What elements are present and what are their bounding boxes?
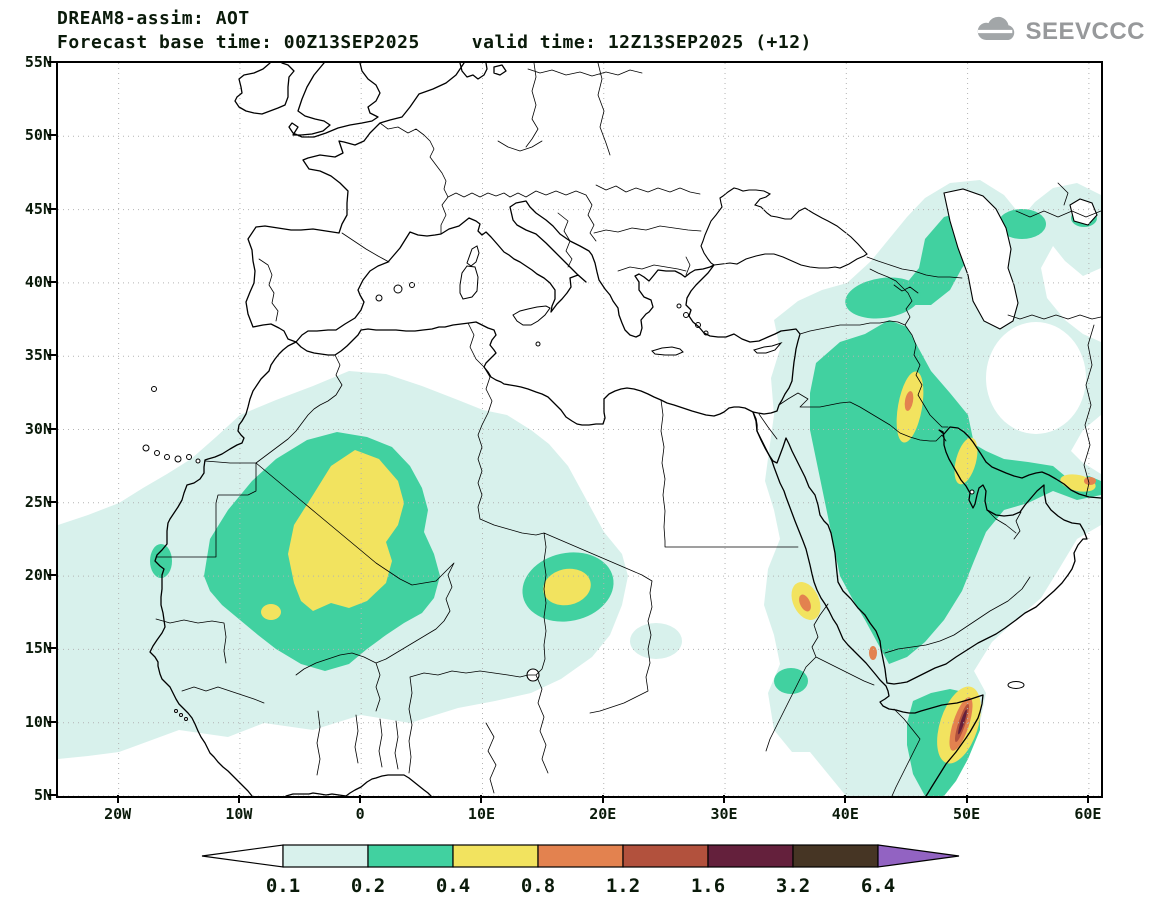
caspian-sea <box>943 188 1019 330</box>
europe-borders <box>258 63 702 322</box>
corsica <box>466 245 480 267</box>
gulf-of-guinea-coast <box>285 774 432 796</box>
forecast-map <box>58 63 1101 796</box>
y-tick <box>48 134 56 137</box>
colorbar-seg-1-6 <box>707 844 794 868</box>
x-axis-label: 20E <box>589 805 617 823</box>
colorbar-label: 0.1 <box>266 875 300 897</box>
map-frame <box>56 61 1103 798</box>
cloud-icon <box>973 15 1019 48</box>
page-title: DREAM8-assim: AOT <box>57 8 250 29</box>
y-axis-label: 30N <box>24 419 52 438</box>
colorbar-seg-0-8 <box>537 844 624 868</box>
x-axis-label: 10W <box>225 805 253 823</box>
colorbar: 0.1 0.2 0.4 0.8 1.2 1.6 3.2 6.4 <box>201 844 960 897</box>
forecast-times: Forecast base time: 00Z13SEP2025 valid ti… <box>57 32 812 53</box>
africa-borders <box>155 322 921 796</box>
grid-lines <box>58 63 1101 796</box>
africa-med-coast <box>295 321 754 426</box>
y-axis-label: 40N <box>24 272 52 291</box>
x-axis-label: 50E <box>953 805 981 823</box>
socotra <box>1007 681 1025 689</box>
y-tick <box>48 720 56 723</box>
y-tick <box>48 354 56 357</box>
ireland-coast <box>234 63 295 115</box>
colorbar-label: 0.4 <box>436 875 470 897</box>
country-borders <box>155 63 1101 796</box>
colorbar-label: 1.2 <box>606 875 640 897</box>
aral-sea <box>1069 198 1098 226</box>
colorbar-label: 3.2 <box>776 875 810 897</box>
x-axis-label: 10E <box>467 805 496 823</box>
colorbar-arrow-above <box>877 844 960 868</box>
aot-clear-hole <box>986 322 1086 434</box>
y-axis-label: 25N <box>24 492 52 511</box>
y-tick <box>48 794 56 796</box>
denmark-coast <box>459 63 507 80</box>
x-axis-label: 20W <box>104 805 132 823</box>
colorbar-seg-3-2 <box>792 844 879 868</box>
header: DREAM8-assim: AOT Forecast base time: 00… <box>57 8 812 53</box>
colorbar-label: 0.8 <box>521 875 555 897</box>
colorbar-seg-0-2 <box>367 844 454 868</box>
colorbar-label: 1.6 <box>691 875 725 897</box>
forecast-base-time: Forecast base time: 00Z13SEP2025 <box>57 32 420 53</box>
africa-redsea-horn-coast <box>752 411 984 796</box>
y-axis-label: 20N <box>24 566 52 585</box>
colorbar-seg-1-2 <box>622 844 709 868</box>
y-axis-label: 15N <box>24 639 52 658</box>
aot-layer-1-6 <box>958 709 967 735</box>
black-sea <box>700 187 868 269</box>
islands <box>142 245 1025 721</box>
y-tick <box>48 61 56 63</box>
colorbar-seg-0-4 <box>452 844 539 868</box>
colorbar-seg-0-1 <box>282 844 369 868</box>
seas <box>526 187 1098 682</box>
y-axis-label: 35N <box>24 346 52 365</box>
africa-atlantic-coast <box>149 341 297 796</box>
logo-text: SEEVCCC <box>1025 17 1145 45</box>
y-tick <box>48 647 56 650</box>
seevccc-logo: SEEVCCC <box>973 15 1145 48</box>
colorbar-label: 6.4 <box>861 875 895 897</box>
y-axis-label: 10N <box>24 712 52 731</box>
x-axis-label: 0 <box>355 805 365 823</box>
britain-coast <box>288 63 381 138</box>
coastlines <box>149 63 1101 796</box>
crete <box>651 346 684 356</box>
arabia-coast <box>752 411 1101 685</box>
sicily <box>512 305 551 326</box>
y-axis-label: 5N <box>33 786 52 804</box>
x-axis-label: 40E <box>831 805 859 823</box>
x-axis-label: 30E <box>710 805 738 823</box>
valid-time: valid time: 12Z13SEP2025 (+12) <box>471 32 812 53</box>
middle-east-borders <box>758 182 1101 654</box>
y-tick <box>48 500 56 503</box>
y-axis-label: 50N <box>24 126 52 145</box>
colorbar-arrow-below <box>201 844 284 868</box>
y-axis-label: 55N <box>24 53 52 71</box>
y-tick <box>48 280 56 283</box>
y-axis-label: 45N <box>24 199 52 218</box>
colorbar-label: 0.2 <box>351 875 385 897</box>
cyprus <box>753 341 783 354</box>
y-tick <box>48 574 56 577</box>
x-axis-label: 60E <box>1074 805 1102 823</box>
y-tick <box>48 207 56 210</box>
y-tick <box>48 427 56 430</box>
europe-coast <box>245 63 801 415</box>
